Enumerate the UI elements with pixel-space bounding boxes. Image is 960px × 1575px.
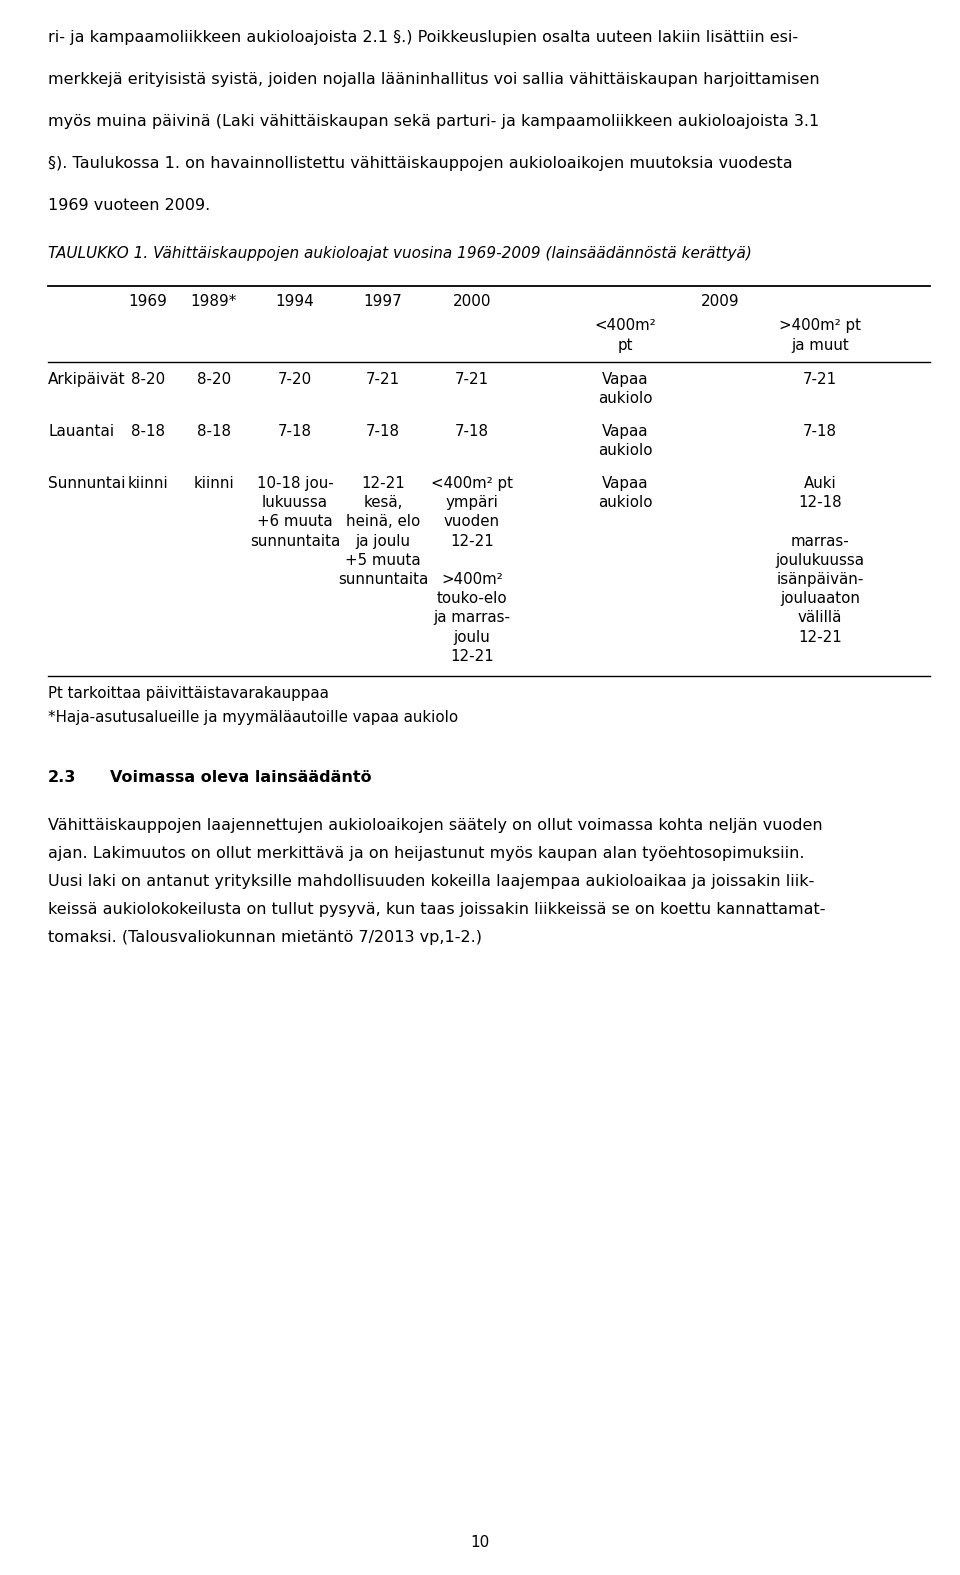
Text: kiinni: kiinni — [128, 476, 168, 491]
Text: §). Taulukossa 1. on havainnollistettu vähittäiskauppojen aukioloaikojen muutoks: §). Taulukossa 1. on havainnollistettu v… — [48, 156, 793, 172]
Text: keissä aukiolokokeilusta on tullut pysyvä, kun taas joissakin liikkeissä se on k: keissä aukiolokokeilusta on tullut pysyv… — [48, 902, 826, 917]
Text: Vähittäiskauppojen laajennettujen aukioloaikojen säätely on ollut voimassa kohta: Vähittäiskauppojen laajennettujen aukiol… — [48, 817, 823, 833]
Text: Lauantai: Lauantai — [48, 424, 114, 439]
Text: 1969 vuoteen 2009.: 1969 vuoteen 2009. — [48, 198, 210, 213]
Text: Voimassa oleva lainsäädäntö: Voimassa oleva lainsäädäntö — [110, 770, 372, 784]
Text: Vapaa
aukiolo: Vapaa aukiolo — [598, 424, 652, 458]
Text: 1969: 1969 — [129, 295, 167, 309]
Text: 7-21: 7-21 — [455, 372, 489, 387]
Text: <400m²
pt: <400m² pt — [594, 318, 656, 353]
Text: kiinni: kiinni — [194, 476, 234, 491]
Text: 2.3: 2.3 — [48, 770, 77, 784]
Text: ajan. Lakimuutos on ollut merkittävä ja on heijastunut myös kaupan alan työehtos: ajan. Lakimuutos on ollut merkittävä ja … — [48, 846, 804, 862]
Text: *Haja-asutusalueille ja myymäläautoille vapaa aukiolo: *Haja-asutusalueille ja myymäläautoille … — [48, 710, 458, 725]
Text: 8-18: 8-18 — [197, 424, 231, 439]
Text: 7-18: 7-18 — [803, 424, 837, 439]
Text: 7-21: 7-21 — [803, 372, 837, 387]
Text: 7-18: 7-18 — [278, 424, 312, 439]
Text: 7-18: 7-18 — [455, 424, 489, 439]
Text: 10-18 jou-
lukuussa
+6 muuta
sunnuntaita: 10-18 jou- lukuussa +6 muuta sunnuntaita — [250, 476, 340, 548]
Text: Auki
12-18

marras-
joulukuussa
isänpäivän-
jouluaaton
välillä
12-21: Auki 12-18 marras- joulukuussa isänpäivä… — [776, 476, 865, 644]
Text: 7-20: 7-20 — [278, 372, 312, 387]
Text: Pt tarkoittaa päivittäistavarakauppaa: Pt tarkoittaa päivittäistavarakauppaa — [48, 687, 329, 701]
Text: 7-18: 7-18 — [366, 424, 400, 439]
Text: 1994: 1994 — [276, 295, 314, 309]
Text: 8-18: 8-18 — [131, 424, 165, 439]
Text: 7-21: 7-21 — [366, 372, 400, 387]
Text: 1989*: 1989* — [191, 295, 237, 309]
Text: myös muina päivinä (Laki vähittäiskaupan sekä parturi- ja kampaamoliikkeen aukio: myös muina päivinä (Laki vähittäiskaupan… — [48, 113, 819, 129]
Text: 8-20: 8-20 — [131, 372, 165, 387]
Text: Sunnuntai: Sunnuntai — [48, 476, 126, 491]
Text: Uusi laki on antanut yrityksille mahdollisuuden kokeilla laajempaa aukioloaikaa : Uusi laki on antanut yrityksille mahdoll… — [48, 874, 814, 888]
Text: 10: 10 — [470, 1536, 490, 1550]
Text: 8-20: 8-20 — [197, 372, 231, 387]
Text: tomaksi. (Talousvaliokunnan mietäntö 7/2013 vp,1-2.): tomaksi. (Talousvaliokunnan mietäntö 7/2… — [48, 929, 482, 945]
Text: Arkipäivät: Arkipäivät — [48, 372, 126, 387]
Text: Vapaa
aukiolo: Vapaa aukiolo — [598, 372, 652, 406]
Text: 2009: 2009 — [701, 295, 739, 309]
Text: ri- ja kampaamoliikkeen aukioloajoista 2.1 §.) Poikkeuslupien osalta uuteen laki: ri- ja kampaamoliikkeen aukioloajoista 2… — [48, 30, 798, 46]
Text: merkkejä erityisistä syistä, joiden nojalla lääninhallitus voi sallia vähittäisk: merkkejä erityisistä syistä, joiden noja… — [48, 72, 820, 87]
Text: >400m² pt
ja muut: >400m² pt ja muut — [779, 318, 861, 353]
Text: TAULUKKO 1. Vähittäiskauppojen aukioloajat vuosina 1969-2009 (lainsäädännöstä ke: TAULUKKO 1. Vähittäiskauppojen aukioloaj… — [48, 246, 752, 261]
Text: 1997: 1997 — [364, 295, 402, 309]
Text: 2000: 2000 — [453, 295, 492, 309]
Text: Vapaa
aukiolo: Vapaa aukiolo — [598, 476, 652, 510]
Text: <400m² pt
ympäri
vuoden
12-21

>400m²
touko-elo
ja marras-
joulu
12-21: <400m² pt ympäri vuoden 12-21 >400m² tou… — [431, 476, 513, 663]
Text: 12-21
kesä,
heinä, elo
ja joulu
+5 muuta
sunnuntaita: 12-21 kesä, heinä, elo ja joulu +5 muuta… — [338, 476, 428, 587]
